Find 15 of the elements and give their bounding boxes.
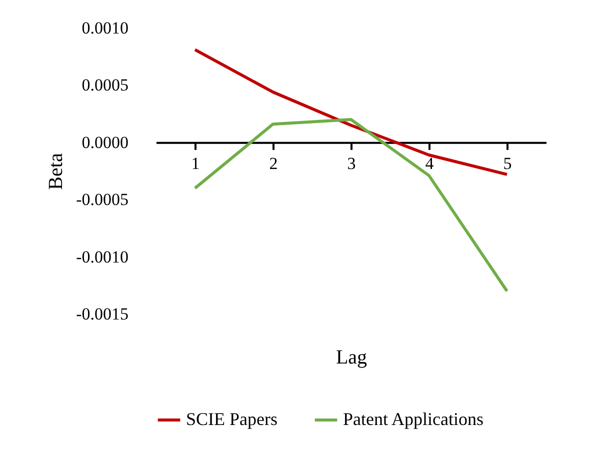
y-tick-label: -0.0010	[76, 247, 128, 266]
y-tick-label: -0.0005	[76, 190, 128, 210]
x-tick-label: 4	[425, 154, 434, 173]
x-tick-label: 2	[269, 154, 278, 173]
y-tick-label: 0.0000	[82, 132, 128, 152]
y-axis-title: Beta	[45, 153, 68, 190]
x-tick-label: 1	[191, 154, 200, 173]
y-tick-label: -0.0015	[76, 304, 128, 324]
legend-label: Patent Applications	[343, 409, 484, 429]
legend-label: SCIE Papers	[186, 409, 278, 429]
y-tick-label: 0.0005	[82, 76, 128, 95]
y-tick-label: 0.0010	[82, 18, 128, 38]
x-tick-label: 5	[503, 154, 512, 173]
x-tick-label: 3	[347, 154, 356, 173]
x-axis-title: Lag	[336, 346, 368, 368]
